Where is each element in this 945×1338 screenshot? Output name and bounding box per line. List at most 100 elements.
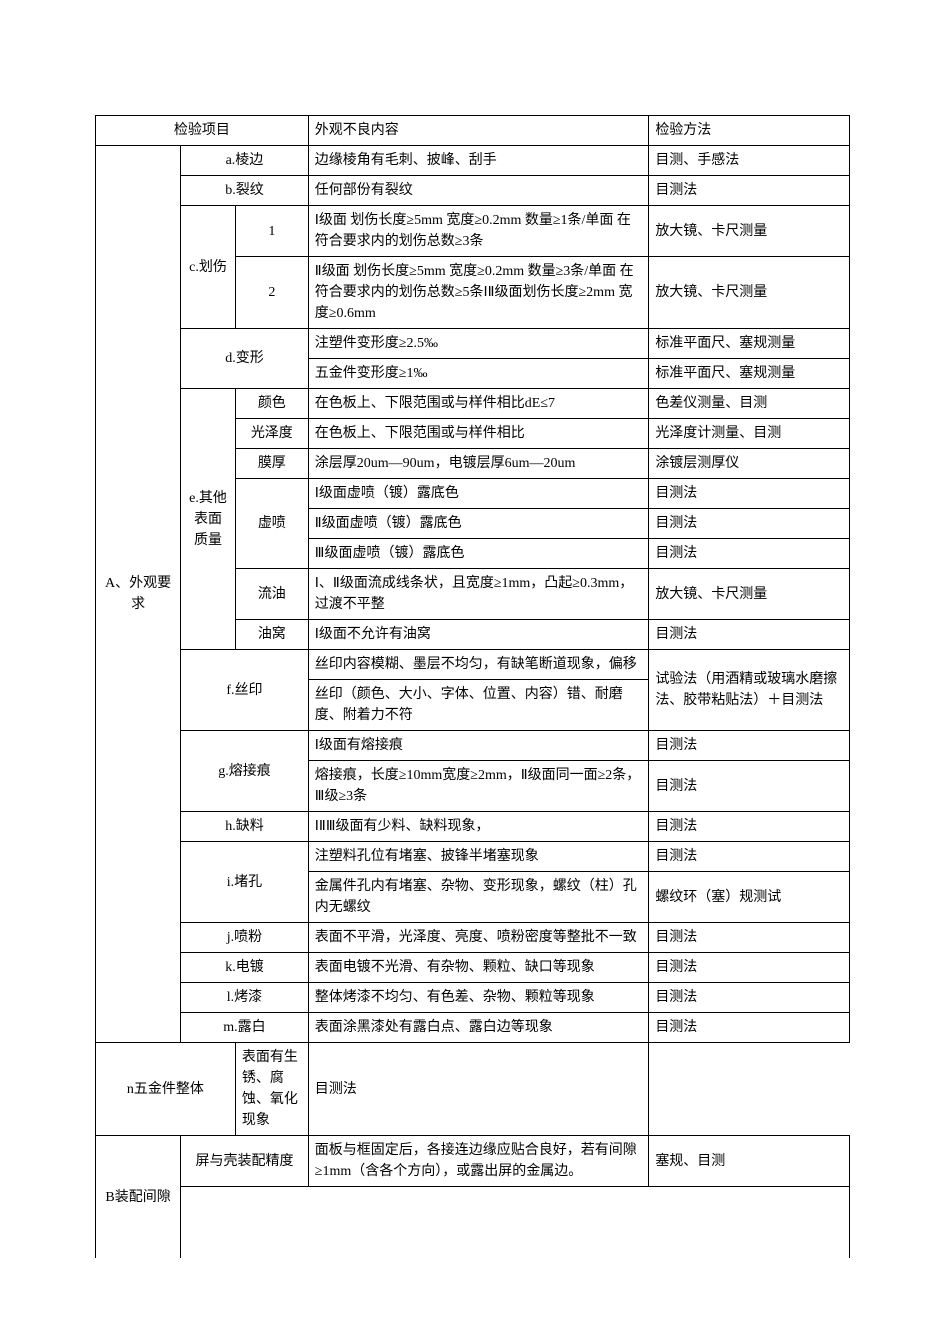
h-name: h.缺料 [181, 812, 309, 842]
row-l: l.烤漆 整体烤漆不均匀、有色差、杂物、颗粒等现象 目测法 [96, 983, 850, 1013]
c-2-num: 2 [235, 257, 308, 329]
h-defect: ⅠⅡⅢ级面有少料、缺料现象， [308, 812, 649, 842]
l-defect: 整体烤漆不均匀、有色差、杂物、颗粒等现象 [308, 983, 649, 1013]
f-2-defect: 丝印（颜色、大小、字体、位置、内容）错、耐磨度、附着力不符 [308, 680, 649, 731]
row-d1: d.变形 注塑件变形度≥2.5‰ 标准平面尺、塞规测量 [96, 329, 850, 359]
e-color-defect: 在色板上、下限范围或与样件相比dE≤7 [308, 389, 649, 419]
inspection-table: 检验项目 外观不良内容 检验方法 A、外观要求 a.棱边 边缘棱角有毛刺、披峰、… [95, 115, 850, 1258]
row-h: h.缺料 ⅠⅡⅢ级面有少料、缺料现象， 目测法 [96, 812, 850, 842]
b-name: b.裂纹 [181, 176, 309, 206]
e-xupen3-defect: Ⅲ级面虚喷（镀）露底色 [308, 539, 649, 569]
row-b-continue [96, 1187, 850, 1259]
k-defect: 表面电镀不光滑、有杂物、颗粒、缺口等现象 [308, 953, 649, 983]
d-name: d.变形 [181, 329, 309, 389]
d-2-defect: 五金件变形度≥1‰ [308, 359, 649, 389]
row-k: k.电镀 表面电镀不光滑、有杂物、颗粒、缺口等现象 目测法 [96, 953, 850, 983]
c-2-method: 放大镜、卡尺测量 [649, 257, 850, 329]
e-film-sub: 膜厚 [235, 449, 308, 479]
e-youwo-defect: Ⅰ级面不允许有油窝 [308, 620, 649, 650]
g-1-method: 目测法 [649, 731, 850, 761]
e-liuyou-sub: 流油 [235, 569, 308, 620]
b-method: 目测法 [649, 176, 850, 206]
b-row-defect: 面板与框固定后，各接连边缘应贴合良好，若有间隙≥1mm（含各个方向），或露出屏的… [308, 1136, 649, 1187]
l-method: 目测法 [649, 983, 850, 1013]
row-a: A、外观要求 a.棱边 边缘棱角有毛刺、披峰、刮手 目测、手感法 [96, 146, 850, 176]
e-liuyou-method: 放大镜、卡尺测量 [649, 569, 850, 620]
b-empty3 [649, 1187, 850, 1259]
e-liuyou-defect: Ⅰ、Ⅱ级面流成线条状，且宽度≥1mm，凸起≥0.3mm，过渡不平整 [308, 569, 649, 620]
a-method: 目测、手感法 [649, 146, 850, 176]
c-1-defect: Ⅰ级面 划伤长度≥5mm 宽度≥0.2mm 数量≥1条/单面 在符合要求内的划伤… [308, 206, 649, 257]
g-2-defect: 熔接痕，长度≥10mm宽度≥2mm，Ⅱ级面同一面≥2条，Ⅲ级≥3条 [308, 761, 649, 812]
m-defect: 表面涂黑漆处有露白点、露白边等现象 [308, 1013, 649, 1043]
b-row-method: 塞规、目测 [649, 1136, 850, 1187]
e-film-defect: 涂层厚20um—90um，电镀层厚6um—20um [308, 449, 649, 479]
n-defect: 表面有生锈、腐蚀、氧化现象 [235, 1043, 308, 1136]
table-header-row: 检验项目 外观不良内容 检验方法 [96, 116, 850, 146]
a-defect: 边缘棱角有毛刺、披峰、刮手 [308, 146, 649, 176]
e-color-method: 色差仪测量、目测 [649, 389, 850, 419]
row-b: b.裂纹 任何部份有裂纹 目测法 [96, 176, 850, 206]
i-name: i.堵孔 [181, 842, 309, 923]
j-defect: 表面不平滑，光泽度、亮度、喷粉密度等整批不一致 [308, 923, 649, 953]
row-n: n五金件整体 表面有生锈、腐蚀、氧化现象 目测法 [96, 1043, 850, 1136]
g-1-defect: Ⅰ级面有熔接痕 [308, 731, 649, 761]
hdr-method: 检验方法 [649, 116, 850, 146]
e-color-sub: 颜色 [235, 389, 308, 419]
e-youwo-sub: 油窝 [235, 620, 308, 650]
a-name: a.棱边 [181, 146, 309, 176]
c-1-method: 放大镜、卡尺测量 [649, 206, 850, 257]
row-i1: i.堵孔 注塑料孔位有堵塞、披锋半堵塞现象 目测法 [96, 842, 850, 872]
c-1-num: 1 [235, 206, 308, 257]
d-1-method: 标准平面尺、塞规测量 [649, 329, 850, 359]
l-name: l.烤漆 [181, 983, 309, 1013]
row-m: m.露白 表面涂黑漆处有露白点、露白边等现象 目测法 [96, 1013, 850, 1043]
c-2-defect: Ⅱ级面 划伤长度≥5mm 宽度≥0.2mm 数量≥3条/单面 在符合要求内的划伤… [308, 257, 649, 329]
n-method: 目测法 [308, 1043, 649, 1136]
e-gloss-sub: 光泽度 [235, 419, 308, 449]
m-method: 目测法 [649, 1013, 850, 1043]
e-gloss-method: 光泽度计测量、目测 [649, 419, 850, 449]
m-name: m.露白 [181, 1013, 309, 1043]
h-method: 目测法 [649, 812, 850, 842]
b-defect: 任何部份有裂纹 [308, 176, 649, 206]
hdr-item: 检验项目 [96, 116, 309, 146]
row-j: j.喷粉 表面不平滑，光泽度、亮度、喷粉密度等整批不一致 目测法 [96, 923, 850, 953]
e-xupen1-defect: Ⅰ级面虚喷（镀）露底色 [308, 479, 649, 509]
j-name: j.喷粉 [181, 923, 309, 953]
c-name: c.划伤 [181, 206, 236, 329]
b-empty2 [308, 1187, 649, 1259]
b-empty1 [181, 1187, 309, 1259]
g-2-method: 目测法 [649, 761, 850, 812]
hdr-defect: 外观不良内容 [308, 116, 649, 146]
f-name: f.丝印 [181, 650, 309, 731]
row-f1: f.丝印 丝印内容模糊、墨层不均匀，有缺笔断道现象，偏移 试验法（用酒精或玻璃水… [96, 650, 850, 680]
e-xupen-sub: 虚喷 [235, 479, 308, 569]
e-xupen2-defect: Ⅱ级面虚喷（镀）露底色 [308, 509, 649, 539]
j-method: 目测法 [649, 923, 850, 953]
row-c1: c.划伤 1 Ⅰ级面 划伤长度≥5mm 宽度≥0.2mm 数量≥1条/单面 在符… [96, 206, 850, 257]
e-name: e.其他表面质量 [181, 389, 236, 650]
section-a-label: A、外观要求 [96, 146, 181, 1043]
f-method: 试验法（用酒精或玻璃水磨擦法、胶带粘贴法）＋目测法 [649, 650, 850, 731]
e-film-method: 涂镀层测厚仪 [649, 449, 850, 479]
d-2-method: 标准平面尺、塞规测量 [649, 359, 850, 389]
i-1-defect: 注塑料孔位有堵塞、披锋半堵塞现象 [308, 842, 649, 872]
d-1-defect: 注塑件变形度≥2.5‰ [308, 329, 649, 359]
e-youwo-method: 目测法 [649, 620, 850, 650]
n-name: n五金件整体 [96, 1043, 236, 1136]
e-xupen1-method: 目测法 [649, 479, 850, 509]
k-method: 目测法 [649, 953, 850, 983]
b-row-name: 屏与壳装配精度 [181, 1136, 309, 1187]
row-b-assembly: B装配间隙 屏与壳装配精度 面板与框固定后，各接连边缘应贴合良好，若有间隙≥1m… [96, 1136, 850, 1187]
k-name: k.电镀 [181, 953, 309, 983]
i-1-method: 目测法 [649, 842, 850, 872]
section-b-label: B装配间隙 [96, 1136, 181, 1259]
e-xupen3-method: 目测法 [649, 539, 850, 569]
i-2-method: 螺纹环（塞）规测试 [649, 872, 850, 923]
e-xupen2-method: 目测法 [649, 509, 850, 539]
g-name: g.熔接痕 [181, 731, 309, 812]
e-gloss-defect: 在色板上、下限范围或与样件相比 [308, 419, 649, 449]
f-1-defect: 丝印内容模糊、墨层不均匀，有缺笔断道现象，偏移 [308, 650, 649, 680]
row-g1: g.熔接痕 Ⅰ级面有熔接痕 目测法 [96, 731, 850, 761]
